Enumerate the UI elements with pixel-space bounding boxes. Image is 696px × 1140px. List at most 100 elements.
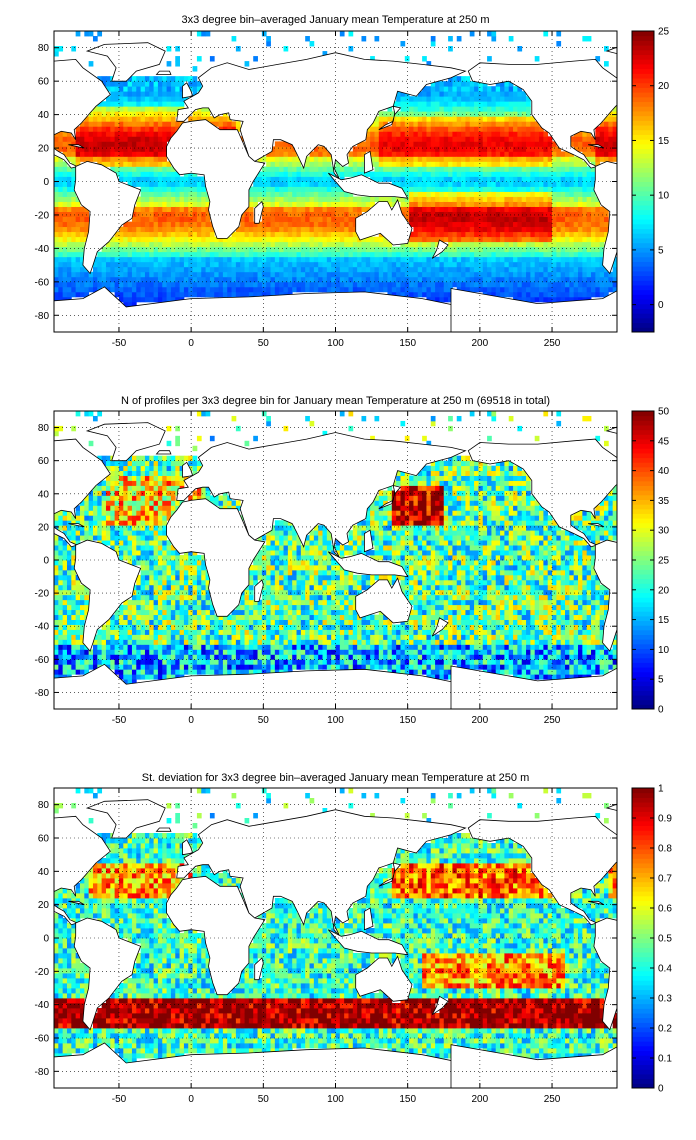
- bin-cell: [222, 126, 228, 132]
- bin-cell: [426, 161, 432, 167]
- bin-cell: [170, 201, 176, 207]
- bin-cell: [131, 111, 137, 117]
- bin-cell: [426, 91, 432, 97]
- bin-cell: [179, 286, 185, 293]
- bin-cell: [62, 545, 68, 551]
- bin-cell: [283, 186, 289, 192]
- bin-cell: [66, 276, 72, 283]
- bin-cell: [526, 196, 531, 202]
- bin-cell: [530, 296, 536, 303]
- bin-cell: [123, 251, 129, 258]
- bin-cell: [591, 211, 596, 218]
- bin-cell: [517, 151, 523, 157]
- bin-cell: [465, 86, 471, 92]
- bin-cell: [578, 161, 583, 167]
- colorbar-step: [632, 148, 654, 154]
- bin-cell: [495, 136, 501, 142]
- bin-cell: [452, 256, 458, 263]
- colorbar-step: [632, 92, 654, 98]
- bin-cell: [274, 291, 280, 298]
- bin-cell: [66, 584, 72, 591]
- bin-cell: [110, 241, 116, 248]
- bin-cell: [517, 121, 523, 127]
- bin-cell: [71, 211, 77, 218]
- bin-cell: [608, 156, 614, 162]
- bin-cell: [565, 291, 570, 298]
- bin-cell: [378, 166, 384, 172]
- bin-cell: [370, 266, 375, 273]
- bin-cell: [92, 276, 98, 283]
- bin-cell: [378, 286, 384, 293]
- bin-cell: [478, 211, 484, 218]
- bin-cell: [426, 266, 432, 273]
- bin-cell: [495, 246, 501, 253]
- bin-cell: [404, 106, 410, 112]
- bin-cell: [426, 116, 432, 122]
- bin-cell: [136, 560, 142, 566]
- bin-cell: [396, 146, 401, 152]
- bin-cell: [75, 520, 81, 526]
- bin-cell: [482, 126, 488, 132]
- bin-cell: [344, 226, 349, 233]
- bin-cell: [188, 276, 193, 283]
- bin-cell: [149, 261, 155, 268]
- bin-cell: [110, 151, 116, 157]
- bin-cell: [426, 141, 432, 147]
- bin-cell: [75, 261, 81, 268]
- bin-cell: [123, 505, 129, 511]
- bin-cell: [149, 256, 155, 263]
- bin-cell: [556, 256, 562, 263]
- bin-cell: [482, 251, 488, 258]
- bin-cell: [97, 490, 103, 496]
- bin-cell: [478, 106, 484, 112]
- bin-cell: [127, 560, 133, 566]
- bin-cell: [560, 211, 566, 218]
- bin-cell: [586, 136, 592, 142]
- bin-cell: [404, 291, 410, 298]
- bin-cell: [123, 236, 129, 243]
- bin-cell: [222, 116, 228, 122]
- bin-cell: [504, 216, 510, 223]
- bin-cell: [188, 281, 193, 288]
- bin-cell: [105, 76, 111, 82]
- bin-cell: [608, 141, 614, 147]
- bin-cell: [573, 241, 579, 248]
- bin-cell: [157, 186, 163, 192]
- bin-cell: [144, 136, 150, 142]
- bin-cell: [79, 669, 85, 675]
- bin-cell: [123, 171, 129, 177]
- bin-cell: [365, 171, 371, 177]
- bin-cell: [105, 644, 111, 650]
- bin-cell: [97, 156, 103, 162]
- bin-cell: [604, 131, 609, 137]
- bin-cell: [448, 266, 453, 273]
- bin-cell: [274, 281, 280, 288]
- bin-cell: [227, 286, 232, 293]
- bin-cell: [426, 126, 432, 132]
- bin-cell: [248, 196, 254, 202]
- bin-cell: [140, 550, 146, 556]
- bin-cell: [292, 231, 297, 238]
- bin-cell: [127, 530, 133, 536]
- bin-cell: [292, 286, 297, 293]
- bin-cell: [300, 266, 306, 273]
- bin-cell: [240, 261, 245, 268]
- bin-cell: [474, 101, 479, 107]
- bin-cell: [422, 271, 427, 278]
- bin-cell: [179, 201, 185, 207]
- bin-cell: [599, 121, 605, 127]
- bin-cell: [387, 146, 393, 152]
- bin-cell: [166, 251, 172, 258]
- bin-cell: [248, 191, 254, 197]
- bin-cell: [543, 261, 549, 268]
- bin-cell: [58, 166, 64, 172]
- bin-cell: [222, 241, 228, 248]
- bin-cell: [296, 161, 302, 167]
- bin-cell: [274, 196, 280, 202]
- bin-cell: [62, 196, 68, 202]
- bin-cell: [131, 490, 137, 496]
- bin-cell: [131, 266, 137, 273]
- bin-cell: [487, 286, 492, 293]
- bin-cell: [543, 211, 549, 218]
- bin-cell: [335, 161, 341, 167]
